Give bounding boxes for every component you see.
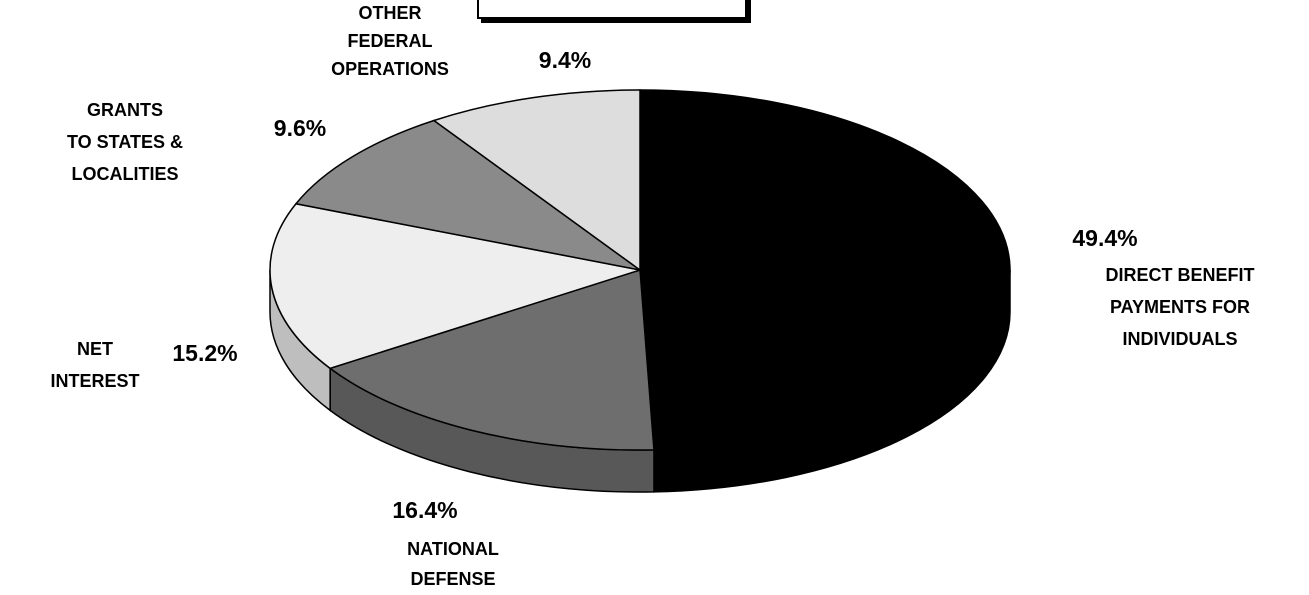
value-label: 49.4% <box>1072 225 1137 251</box>
category-label: LOCALITIES <box>72 164 179 184</box>
category-label: OTHER <box>359 3 422 23</box>
category-label: DIRECT BENEFIT <box>1105 265 1254 285</box>
category-label: PAYMENTS FOR <box>1110 297 1250 317</box>
category-label: FEDERAL <box>348 31 433 51</box>
category-label: OPERATIONS <box>331 59 449 79</box>
category-label: GRANTS <box>87 100 163 120</box>
slice <box>328 268 655 451</box>
value-label: 9.4% <box>539 47 591 73</box>
slice <box>432 89 641 272</box>
category-label: DEFENSE <box>410 569 495 589</box>
category-label: NATIONAL <box>407 539 499 559</box>
value-label: 16.4% <box>392 497 457 523</box>
category-label: INTEREST <box>50 371 139 391</box>
category-label: NET <box>77 339 113 359</box>
title-box <box>477 0 747 19</box>
value-label: 15.2% <box>172 340 237 366</box>
slice <box>639 89 1011 451</box>
category-label: TO STATES & <box>67 132 183 152</box>
value-label: 9.6% <box>274 115 326 141</box>
category-label: INDIVIDUALS <box>1122 329 1237 349</box>
slice <box>269 202 641 370</box>
slice <box>294 119 641 271</box>
